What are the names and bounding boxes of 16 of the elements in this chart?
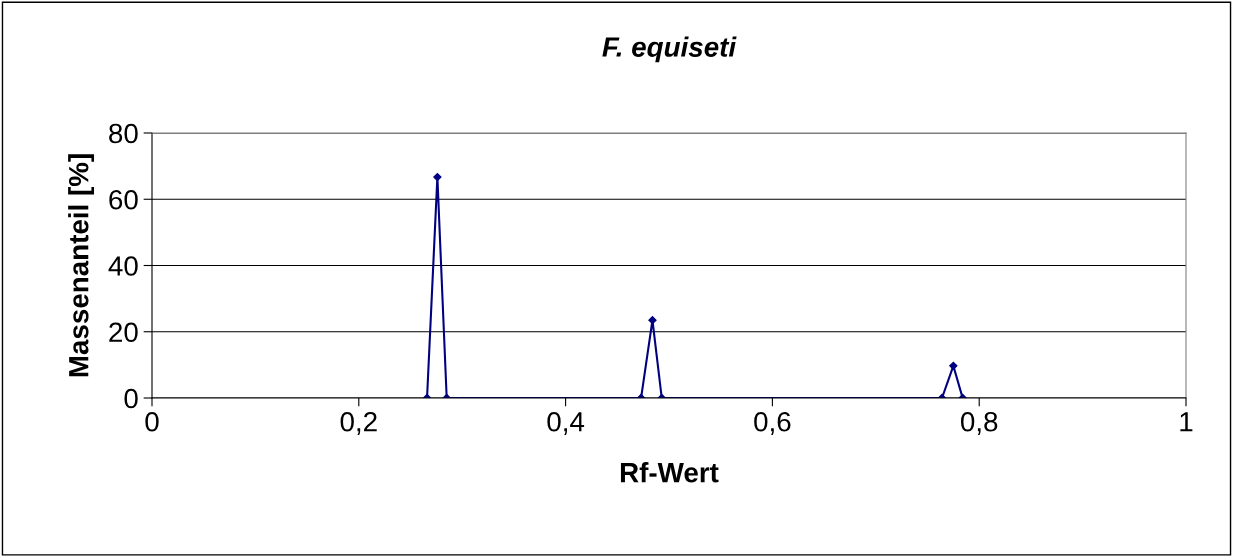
y-axis-title: Massenanteil [%] [68,154,95,377]
x-tick-label: 0,2 [340,411,377,435]
y-tick-label: 80 [109,123,138,144]
y-tick-label: 20 [109,322,138,343]
x-tick-label: 1 [1180,412,1193,432]
y-tick-label: 40 [108,256,138,276]
x-tick-label: 0,6 [754,411,791,435]
x-tick-label: 0,8 [960,411,998,435]
chart-title: F. equiseti [602,36,737,63]
x-tick-label: 0 [145,411,159,432]
point [648,316,657,325]
point [433,172,442,182]
x-tick-label: 0,4 [547,411,585,435]
y-tick-label: 0 [124,388,138,409]
x-axis-title: Rf-Wert [620,462,719,483]
y-tick-label: 60 [109,189,138,210]
